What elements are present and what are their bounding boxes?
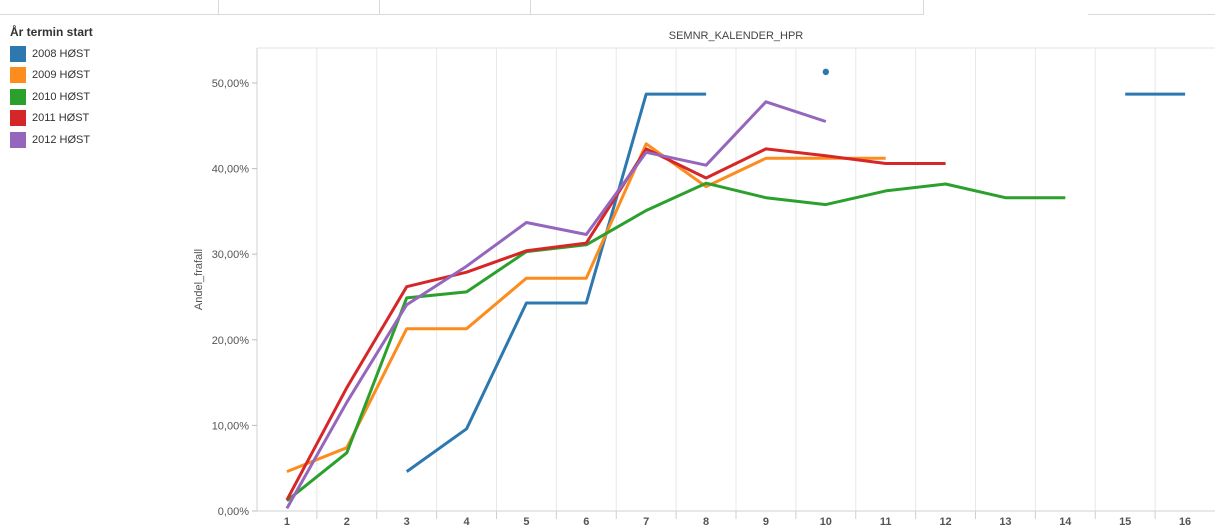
legend-item[interactable]: 2010 HØST: [10, 86, 170, 108]
series-point: [822, 68, 830, 76]
legend-swatch: [10, 67, 26, 84]
x-tick-label: 7: [643, 516, 649, 528]
series-line: [286, 142, 886, 473]
x-tick-label: 2: [344, 516, 350, 528]
y-tick-label: 20,00%: [212, 335, 250, 347]
legend-label: 2011 HØST: [32, 112, 90, 125]
legend-label: 2010 HØST: [32, 90, 91, 103]
legend-swatch: [10, 110, 26, 127]
legend-swatch: [10, 45, 26, 62]
series-line: [285, 100, 827, 510]
chart-title: SEMNR_KALENDER_HPR: [669, 30, 804, 42]
y-tick-label: 50,00%: [212, 78, 250, 90]
x-tick-label: 5: [523, 516, 529, 528]
top-toolbar-strip: [0, 0, 1215, 16]
legend-label: 2009 HØST: [32, 69, 91, 82]
toolbar-segment-1[interactable]: [0, 0, 219, 15]
x-tick-label: 3: [404, 516, 410, 528]
legend-items: 2008 HØST 2009 HØST 2010 HØST 2011 HØST 2012…: [10, 43, 170, 151]
legend-item[interactable]: 2012 HØST: [10, 129, 170, 151]
y-axis-label: Andel_frafall: [193, 249, 205, 310]
toolbar-segment-3[interactable]: [380, 0, 531, 15]
x-tick-label: 12: [939, 516, 951, 528]
legend: År termin start 2008 HØST 2009 HØST 2010 H…: [10, 25, 170, 151]
y-tick-label: 40,00%: [212, 164, 250, 176]
legend-swatch: [10, 88, 26, 105]
series-line: [285, 147, 946, 501]
x-tick-label: 13: [999, 516, 1011, 528]
legend-title: År termin start: [10, 25, 93, 39]
legend-label: 2008 HØST: [32, 47, 91, 60]
x-tick-label: 16: [1179, 516, 1191, 528]
legend-item[interactable]: 2009 HØST: [10, 65, 170, 87]
x-tick-label: 8: [703, 516, 709, 528]
legend-item[interactable]: 2008 HØST: [10, 43, 170, 65]
toolbar-segment-2[interactable]: [219, 0, 380, 15]
x-tick-label: 11: [880, 516, 892, 528]
x-tick-label: 10: [820, 516, 832, 528]
y-tick-label: 30,00%: [212, 249, 250, 261]
legend-label: 2012 HØST: [32, 133, 91, 146]
legend-item[interactable]: 2011 HØST: [10, 108, 170, 130]
x-tick-label: 15: [1119, 516, 1131, 528]
x-tick-label: 9: [763, 516, 769, 528]
x-tick-label: 1: [284, 516, 290, 528]
x-tick-label: 6: [583, 516, 589, 528]
toolbar-segment-4[interactable]: [531, 0, 924, 15]
x-tick-label: 4: [464, 516, 471, 528]
series-line: [405, 92, 707, 473]
legend-swatch: [10, 131, 26, 148]
y-tick-label: 10,00%: [212, 420, 250, 432]
toolbar-segment-5[interactable]: [1088, 0, 1215, 15]
x-tick-label: 14: [1059, 516, 1072, 528]
y-tick-label: 0,00%: [218, 506, 249, 518]
